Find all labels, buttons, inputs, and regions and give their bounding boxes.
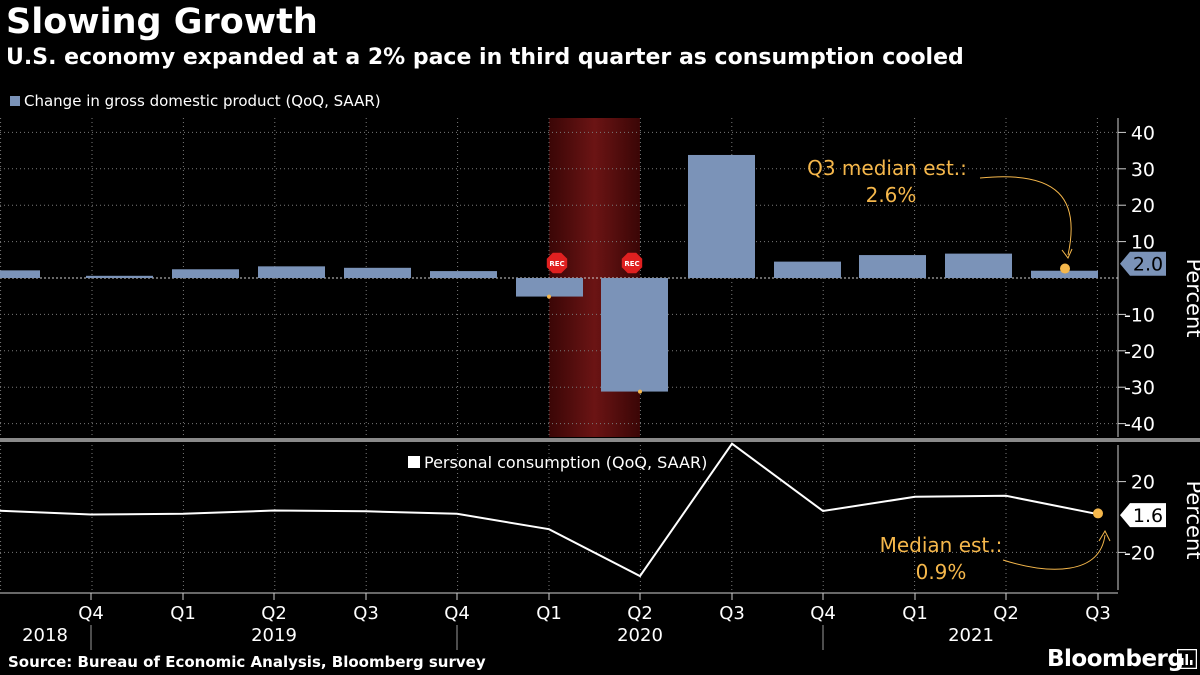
x-year-label: 2020	[617, 625, 663, 646]
gdp-bar	[516, 278, 583, 297]
gdp-y-tick-label: 30	[1131, 159, 1155, 181]
gdp-legend: Change in gross domestic product (QoQ, S…	[10, 92, 381, 110]
pce-annotation-line1: Median est.:	[880, 533, 1003, 557]
chart-subtitle: U.S. economy expanded at a 2% pace in th…	[6, 45, 964, 70]
x-quarter-label: Q4	[78, 603, 104, 624]
gdp-y-tick-label: -40	[1124, 414, 1155, 436]
x-quarter-label: Q3	[353, 603, 379, 624]
gdp-annotation-line1: Q3 median est.:	[807, 156, 967, 180]
gdp-dot	[547, 294, 551, 299]
x-quarter-label: Q2	[627, 603, 653, 624]
pce-estimate-dot	[1093, 508, 1103, 519]
recession-marker-label: REC	[624, 260, 639, 268]
x-quarter-label: Q4	[810, 603, 836, 624]
pce-annotation-arrowhead	[1098, 529, 1111, 542]
x-quarter-label: Q3	[1085, 603, 1111, 624]
x-quarter-label: Q2	[261, 603, 287, 624]
pce-last-value-label: 1.6	[1133, 505, 1163, 527]
gdp-y-tick-label: -20	[1124, 341, 1155, 363]
gdp-bar	[601, 278, 668, 392]
gdp-estimate-dot	[1060, 263, 1070, 274]
x-quarter-label: Q1	[536, 603, 562, 624]
gdp-y-tick-label: -30	[1124, 377, 1155, 399]
gdp-bar	[774, 261, 841, 278]
pce-line	[0, 442, 1099, 578]
panel-divider	[0, 438, 1200, 442]
recession-marker-label: REC	[549, 260, 564, 268]
gdp-annotation-arrowhead	[1061, 248, 1073, 259]
gdp-y-tick-label: 40	[1131, 122, 1155, 144]
terminal-icon	[1177, 649, 1197, 669]
x-quarter-label: Q1	[170, 603, 196, 624]
gdp-y-tick-label: 10	[1131, 232, 1155, 254]
pce-annotation-arrow	[1002, 534, 1106, 570]
x-year-label: 2021	[948, 625, 994, 646]
chart-title: Slowing Growth	[6, 2, 318, 42]
gdp-y-axis-label: Percent	[1182, 258, 1200, 337]
pce-annotation-line2: 0.9%	[916, 560, 967, 584]
x-quarter-label: Q1	[902, 603, 928, 624]
gdp-bar	[1031, 270, 1098, 278]
gdp-bar	[945, 253, 1012, 278]
gdp-annotation-line2: 2.6%	[866, 183, 917, 207]
gdp-y-tick-label: -10	[1124, 304, 1155, 326]
gdp-bar	[688, 154, 755, 278]
x-quarter-label: Q2	[993, 603, 1019, 624]
x-year-label: 2019	[251, 625, 297, 646]
x-year-label: 2018	[22, 625, 68, 646]
pce-y-axis-label: Percent	[1182, 480, 1200, 559]
pce-legend-label: Personal consumption (QoQ, SAAR)	[424, 453, 707, 472]
x-quarter-label: Q3	[719, 603, 745, 624]
gdp-last-value-box	[1120, 251, 1166, 276]
gdp-y-tick-label: 20	[1131, 195, 1155, 217]
pce-y-tick-label: -20	[1124, 542, 1155, 564]
gdp-bar	[0, 270, 40, 278]
pce-y-tick-label: 20	[1131, 472, 1155, 494]
pce-legend-swatch	[408, 456, 420, 468]
bloomberg-logo: Bloomberg	[1047, 646, 1184, 672]
gdp-bar	[859, 255, 926, 278]
gdp-bar	[258, 266, 325, 278]
gdp-annotation-arrow	[979, 176, 1072, 256]
gdp-last-value-label: 2.0	[1133, 254, 1163, 276]
recession-marker	[546, 252, 568, 274]
source-note: Source: Bureau of Economic Analysis, Blo…	[8, 653, 486, 671]
gdp-legend-label: Change in gross domestic product (QoQ, S…	[24, 92, 381, 110]
gdp-dot	[638, 389, 642, 394]
gdp-bar	[344, 267, 411, 278]
gdp-bar	[430, 271, 497, 278]
gdp-bar	[172, 269, 239, 278]
x-quarter-label: Q4	[444, 603, 470, 624]
gdp-bar	[86, 275, 153, 278]
pce-last-value-box	[1120, 503, 1166, 528]
gdp-legend-swatch	[10, 96, 20, 106]
recession-marker	[621, 252, 643, 274]
